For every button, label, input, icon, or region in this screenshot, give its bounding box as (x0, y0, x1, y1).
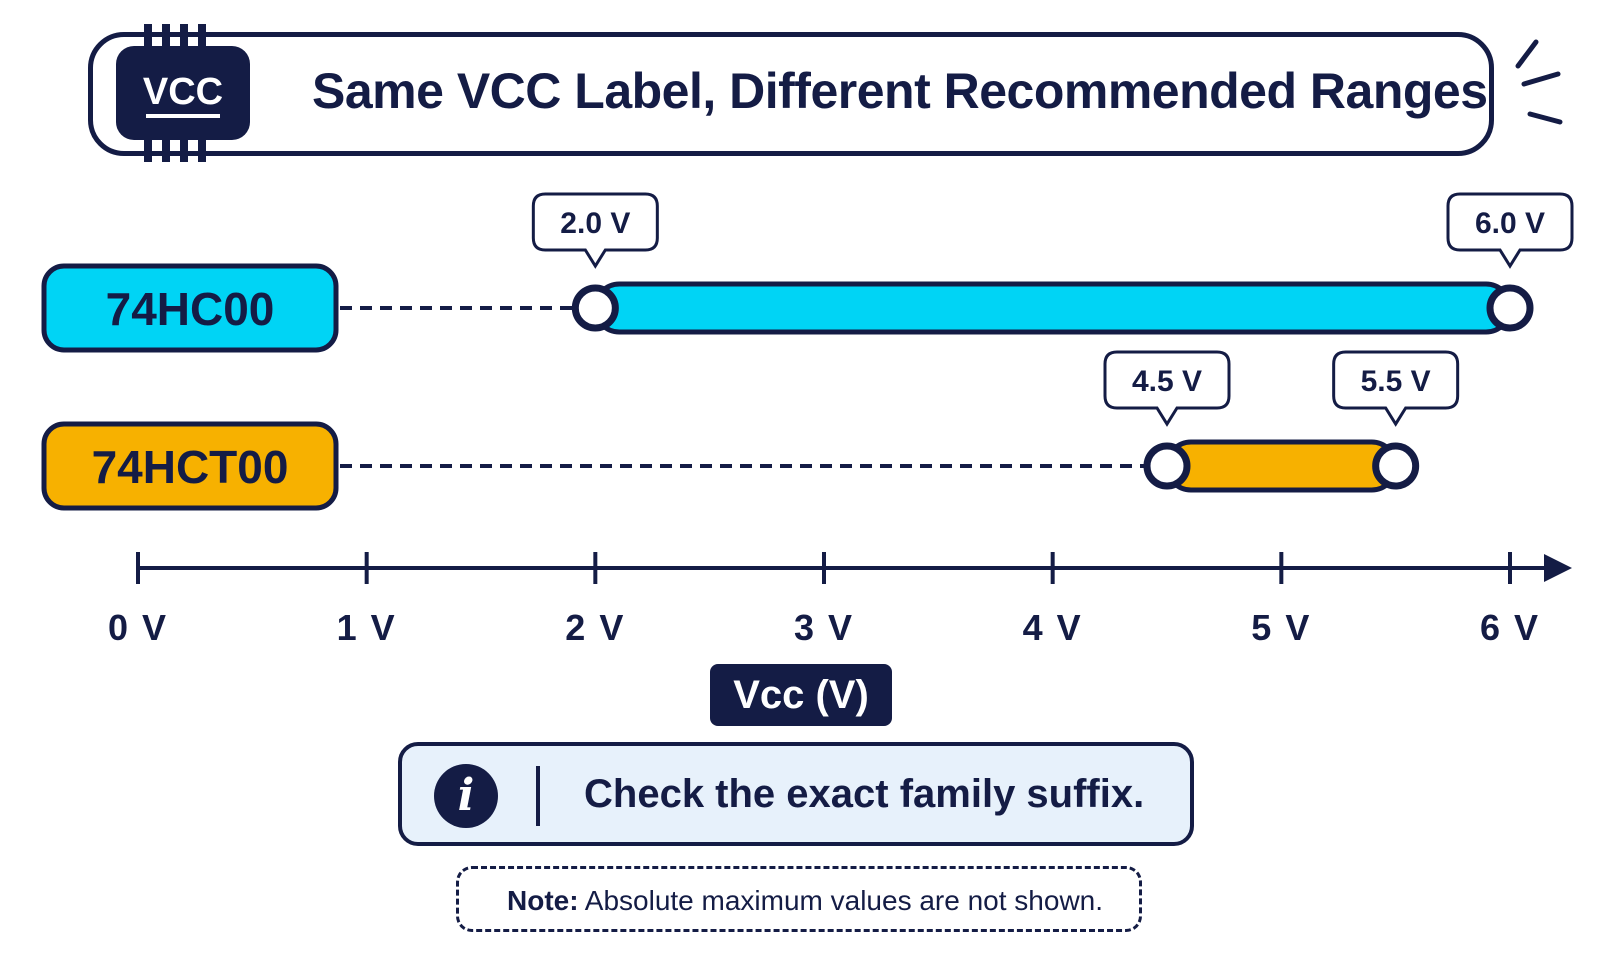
note-label: Note: (507, 885, 579, 916)
x-tick-label: 1 V (337, 607, 397, 648)
endpoint-min-74hc00 (571, 284, 619, 332)
series-label-74hc00: 74HC00 (106, 283, 275, 335)
x-axis-arrow-icon (1544, 554, 1572, 582)
callout-label-max-74hct00: 5.5 V (1361, 365, 1431, 398)
range-bar-74hct00 (1164, 439, 1399, 493)
x-axis-label: Vcc (V) (710, 664, 892, 726)
endpoint-max-74hct00 (1372, 442, 1420, 490)
callout-min-74hct00 (1103, 350, 1231, 427)
x-tick-label: 4 V (1023, 607, 1083, 648)
callout-min-74hc00 (531, 192, 659, 269)
callout-max-74hc00 (1446, 192, 1574, 269)
x-tick-label: 3 V (794, 607, 854, 648)
endpoint-max-74hc00 (1486, 284, 1534, 332)
callout-label-min-74hct00: 4.5 V (1132, 365, 1202, 398)
ic-chip-icon: VCC (116, 24, 250, 162)
title-banner (88, 32, 1494, 156)
info-text: Check the exact family suffix. (584, 772, 1145, 816)
x-tick-label: 2 V (565, 607, 625, 648)
note-text: Absolute maximum values are not shown. (584, 885, 1104, 916)
info-icon: i (434, 764, 498, 828)
callout-label-max-74hc00: 6.0 V (1475, 207, 1545, 240)
x-tick-label: 6 V (1480, 607, 1540, 648)
note-line: Note: Absolute maximum values are not sh… (507, 885, 1103, 917)
endpoint-min-74hct00 (1143, 442, 1191, 490)
series-pill-74hc00 (41, 263, 339, 353)
x-tick-label: 0 V (108, 607, 168, 648)
spark-lines-icon (1515, 39, 1563, 125)
range-bar-74hc00 (592, 281, 1513, 335)
page-title: Same VCC Label, Different Recommended Ra… (312, 63, 1488, 119)
series-label-74hct00: 74HCT00 (92, 441, 289, 493)
callout-label-min-74hc00: 2.0 V (560, 207, 630, 240)
callout-max-74hct00 (1332, 350, 1460, 427)
chip-label: VCC (143, 71, 223, 113)
x-tick-label: 5 V (1251, 607, 1311, 648)
info-callout: i Check the exact family suffix. (398, 742, 1194, 846)
note-box: Note: Absolute maximum values are not sh… (456, 866, 1142, 932)
series-pill-74hct00 (41, 421, 339, 511)
divider (536, 766, 540, 826)
